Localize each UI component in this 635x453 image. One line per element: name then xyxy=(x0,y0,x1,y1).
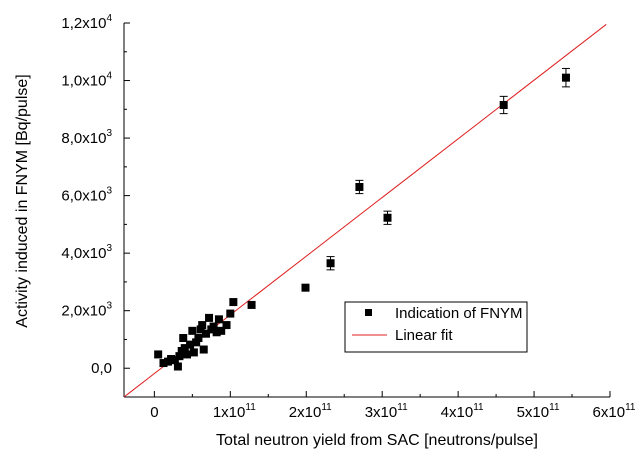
data-point xyxy=(188,326,197,335)
data-point xyxy=(383,213,392,222)
y-axis-title: Activity induced in FNYM [Bq/pulse] xyxy=(14,74,31,327)
axis-ticks: 0,0 2,0x103 4,0x103 6,0x103 8,0x103 1,0x104 1,… xyxy=(61,13,635,421)
x-tick-label: 2x1011 xyxy=(289,402,332,421)
data-point xyxy=(499,100,508,109)
data-point xyxy=(229,298,238,307)
y-tick-label: 8,0x103 xyxy=(61,128,112,147)
data-point xyxy=(186,340,195,349)
x-tick-label: 6x1011 xyxy=(593,402,635,421)
data-point xyxy=(173,362,182,371)
x-tick-label: 0 xyxy=(150,404,158,421)
data-point xyxy=(159,359,168,368)
data-point xyxy=(212,328,221,337)
data-point xyxy=(199,345,208,354)
data-point xyxy=(196,325,205,334)
y-tick-label: 1,0x104 xyxy=(61,71,112,90)
data-point xyxy=(175,352,184,361)
data-point xyxy=(222,321,231,330)
y-tick-label: 0,0 xyxy=(91,360,112,377)
legend: Indication of FNYM Linear fit xyxy=(344,301,528,353)
data-point xyxy=(326,259,335,268)
data-point xyxy=(189,348,198,357)
data-point xyxy=(214,315,223,324)
data-point xyxy=(198,321,207,330)
data-point xyxy=(194,334,203,343)
axes xyxy=(123,23,610,398)
data-point xyxy=(355,182,364,191)
data-point xyxy=(561,73,570,82)
data-point xyxy=(170,356,179,365)
x-axis-title: Total neutron yield from SAC [neutrons/p… xyxy=(216,432,538,449)
x-tick-label: 1x1011 xyxy=(213,402,256,421)
data-point xyxy=(205,313,214,322)
data-point xyxy=(180,344,189,353)
y-tick-label: 2,0x103 xyxy=(61,301,112,320)
y-tick-label: 4,0x103 xyxy=(61,243,112,262)
legend-box xyxy=(344,301,528,353)
data-point xyxy=(192,338,201,347)
legend-label-indication: Indication of FNYM xyxy=(395,305,523,322)
data-point xyxy=(247,300,256,309)
x-tick-label: 4x1011 xyxy=(441,402,484,421)
data-points xyxy=(154,67,570,371)
x-tick-label: 3x1011 xyxy=(365,402,408,421)
legend-label-linear-fit: Linear fit xyxy=(395,327,453,344)
data-point xyxy=(209,322,218,331)
data-point xyxy=(226,309,235,318)
data-point xyxy=(217,326,226,335)
data-point xyxy=(179,334,188,343)
legend-marker-square xyxy=(365,309,372,316)
y-tick-label: 1,2x104 xyxy=(61,13,112,32)
data-point xyxy=(154,350,163,359)
data-point xyxy=(202,329,211,338)
data-point xyxy=(183,350,192,359)
x-tick-label: 5x1011 xyxy=(517,402,560,421)
data-point xyxy=(301,283,310,292)
y-tick-label: 6,0x103 xyxy=(61,186,112,205)
